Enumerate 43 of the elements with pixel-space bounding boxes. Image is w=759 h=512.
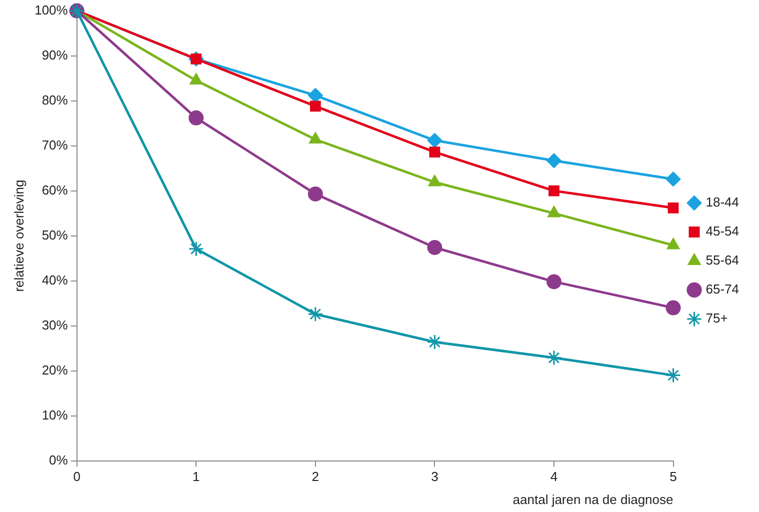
point [666, 368, 681, 384]
y-tick-label: 60% [42, 182, 68, 198]
point [666, 172, 681, 187]
x-tick-label: 4 [550, 469, 558, 484]
point [548, 185, 560, 196]
point [429, 146, 440, 158]
point [308, 306, 324, 322]
legend-label: 65-74 [706, 282, 739, 297]
y-axis-title: relatieve overleving [11, 180, 26, 292]
y-tick-label: 90% [42, 47, 68, 62]
legend-label: 45-54 [706, 224, 739, 239]
x-tick-label: 2 [312, 469, 320, 484]
x-tick-label: 0 [73, 469, 80, 484]
y-tick-label: 80% [42, 92, 68, 108]
y-tick-label: 70% [42, 137, 68, 152]
point [546, 153, 562, 168]
y-tick-label: 50% [42, 227, 68, 242]
y-tick-label: 20% [42, 362, 68, 378]
point [188, 241, 204, 257]
point [546, 350, 562, 366]
x-tick-label: 1 [192, 469, 200, 484]
point [308, 186, 323, 202]
y-tick-label: 40% [42, 272, 68, 288]
point [427, 132, 442, 148]
y-tick-label: 0% [49, 452, 68, 468]
point [546, 274, 562, 290]
point [310, 100, 321, 112]
point [668, 202, 679, 214]
y-tick-label: 10% [42, 407, 68, 422]
point [190, 73, 203, 85]
legend-label: 18-44 [706, 194, 739, 210]
legend-label: 55-64 [706, 252, 739, 268]
x-axis-title: aantal jaren na de diagnose [512, 492, 674, 507]
x-tick-label: 3 [431, 469, 438, 484]
point [666, 300, 681, 316]
point [426, 334, 442, 350]
point [427, 240, 442, 255]
x-tick-label: 5 [670, 469, 677, 484]
y-tick-label: 30% [42, 317, 68, 332]
legend-label: 75+ [706, 310, 728, 326]
point [308, 88, 323, 103]
point [188, 110, 204, 126]
y-tick-label: 100% [34, 2, 68, 18]
